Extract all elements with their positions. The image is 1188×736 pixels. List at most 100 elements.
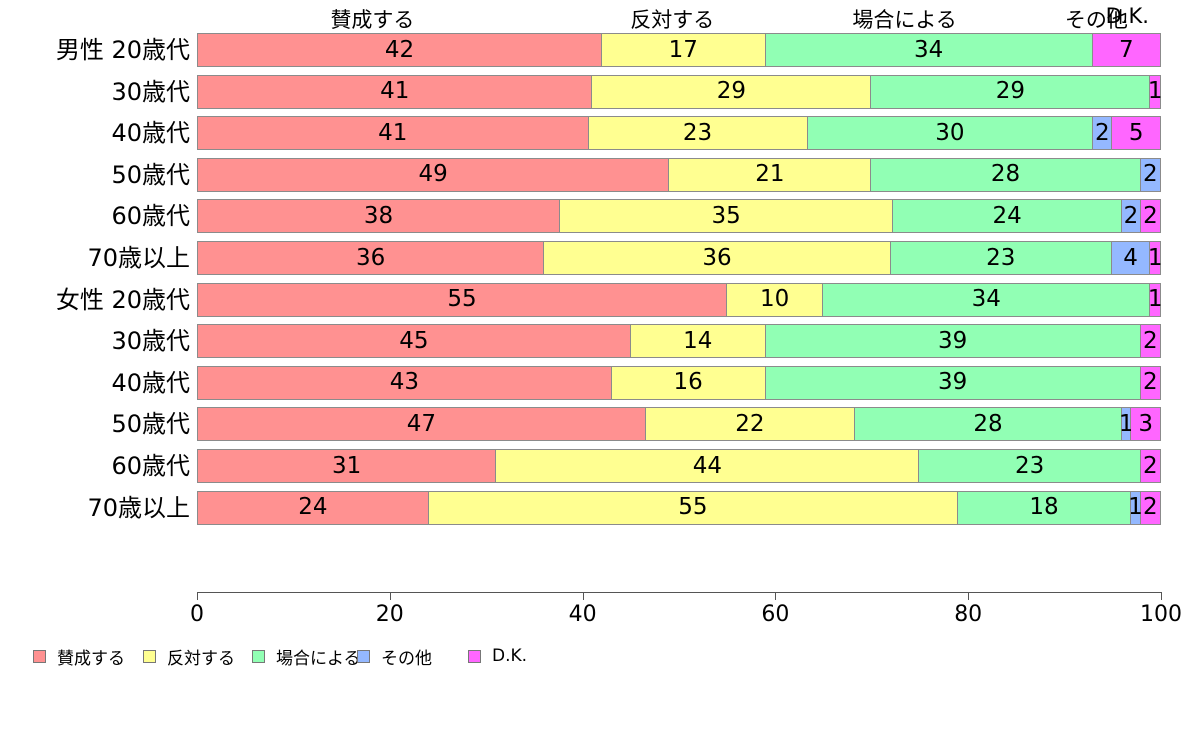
axis-tick-label: 60	[761, 602, 790, 627]
bar-segment-dk: 7	[1092, 34, 1160, 66]
bar-segment-oppose: 16	[611, 366, 766, 399]
row-label: 60歳代	[111, 452, 190, 480]
segment-value-label: 44	[692, 452, 722, 479]
axis-tick-label: 80	[954, 602, 983, 627]
segment-value-label: 23	[986, 244, 1016, 271]
segment-value-label: 30	[935, 119, 965, 146]
segment-value-label: 28	[973, 410, 1003, 437]
segment-value-label: 4	[1123, 244, 1138, 271]
segment-value-label: 24	[992, 202, 1022, 229]
row-label: 30歳代	[111, 77, 190, 106]
column-header-dk: D.K.	[1105, 4, 1149, 28]
legend-swatch-agree	[33, 649, 46, 663]
bar-segment-other: 2	[1093, 117, 1113, 150]
legend-item-other: その他	[357, 646, 432, 669]
bar-row: 24 55 18 1 2	[197, 490, 1161, 525]
row-label: 50歳代	[111, 410, 190, 439]
legend-label: 反対する	[167, 648, 235, 669]
bar-segment-depends: 28	[871, 158, 1141, 191]
bar-segment-depends: 23	[919, 450, 1141, 482]
segment-value-label: 41	[378, 119, 408, 146]
axis-tick-label: 20	[375, 602, 404, 627]
bar-segment-dk: 1	[1147, 242, 1163, 274]
bar-segment-depends: 30	[807, 117, 1094, 150]
segment-value-label: 36	[702, 244, 732, 271]
segment-value-label: 41	[380, 78, 410, 105]
bar-segment-depends: 29	[871, 75, 1151, 108]
legend-label: 場合による	[276, 648, 361, 669]
segment-value-label: 35	[711, 202, 741, 229]
bar-segment-agree: 49	[198, 158, 670, 191]
bar-segment-dk: 3	[1131, 408, 1160, 441]
bar-segment-dk: 2	[1140, 491, 1160, 524]
segment-value-label: 1	[1147, 78, 1163, 105]
segment-value-label: 31	[331, 452, 362, 479]
axis-tick-label: 40	[568, 602, 597, 627]
bar-segment-other: 1	[1128, 491, 1143, 524]
segment-value-label: 47	[406, 410, 436, 437]
bar-row: 43 16 39 2	[197, 365, 1161, 400]
legend-swatch-depends	[252, 649, 265, 663]
bar-segment-dk: 5	[1112, 117, 1160, 150]
bar-segment-other: 1	[1118, 408, 1134, 441]
row-label: 70歳以上	[87, 493, 190, 522]
segment-value-label: 55	[678, 494, 708, 521]
segment-value-label: 2	[1143, 369, 1158, 396]
row-label: 40歳代	[111, 368, 190, 397]
bar-segment-oppose: 10	[727, 283, 824, 316]
legend-item-oppose: 反対する	[143, 646, 235, 669]
segment-value-label: 2	[1095, 119, 1110, 146]
segment-value-label: 21	[755, 161, 785, 188]
segment-value-label: 3	[1138, 410, 1153, 437]
segment-value-label: 7	[1118, 36, 1134, 63]
bar-segment-agree: 43	[198, 366, 612, 399]
axis-tick	[389, 592, 391, 600]
bar-segment-depends: 28	[855, 408, 1122, 441]
bar-segment-agree: 45	[198, 325, 631, 358]
row-label: 60歳代	[111, 202, 190, 231]
segment-value-label: 55	[447, 286, 477, 313]
bar-segment-oppose: 23	[588, 117, 808, 150]
bar-segment-agree: 31	[198, 450, 497, 482]
column-header-agree: 賛成する	[330, 8, 415, 32]
bar-row: 38 35 24 2 2	[197, 199, 1161, 234]
bar-segment-oppose: 55	[428, 491, 958, 524]
legend-swatch-oppose	[143, 649, 156, 663]
bar-segment-other: 4	[1111, 242, 1151, 274]
segment-value-label: 24	[298, 494, 328, 521]
bar-segment-agree: 38	[198, 200, 560, 233]
bar-row: 45 14 39 2	[197, 324, 1161, 359]
axis-tick	[197, 592, 198, 600]
bar-segment-oppose: 21	[669, 158, 872, 191]
legend-item-dk: D.K.	[468, 646, 527, 666]
bar-segment-oppose: 14	[630, 325, 766, 358]
axis-tick-label: 100	[1140, 602, 1182, 627]
bar-segment-agree: 42	[198, 34, 603, 66]
segment-value-label: 28	[990, 161, 1021, 188]
bar-segment-other: 2	[1140, 158, 1160, 191]
segment-value-label: 1	[1147, 244, 1163, 271]
segment-value-label: 2	[1143, 452, 1158, 479]
bar-segment-oppose: 44	[496, 450, 920, 482]
bar-row: 36 36 23 4 1	[197, 241, 1163, 275]
bar-segment-dk: 2	[1140, 450, 1160, 482]
bar-segment-agree: 41	[198, 117, 589, 150]
bar-segment-depends: 34	[823, 283, 1151, 316]
bar-segment-depends: 24	[893, 200, 1122, 233]
legend-swatch-other	[357, 649, 370, 663]
bar-segment-dk: 2	[1140, 200, 1160, 233]
bar-segment-agree: 55	[198, 283, 728, 316]
bar-segment-other: 2	[1121, 200, 1141, 233]
bar-row: 49 21 28 2	[197, 157, 1161, 192]
segment-value-label: 39	[938, 327, 968, 354]
segment-value-label: 1	[1118, 410, 1134, 437]
segment-value-label: 14	[683, 327, 713, 354]
bar-segment-depends: 18	[957, 491, 1132, 524]
segment-value-label: 17	[668, 36, 698, 63]
segment-value-label: 23	[682, 119, 713, 146]
bar-segment-dk: 2	[1140, 366, 1160, 399]
segment-value-label: 42	[384, 36, 415, 63]
segment-value-label: 39	[938, 369, 968, 396]
segment-value-label: 1	[1128, 494, 1143, 521]
column-header-oppose: 反対する	[630, 8, 715, 32]
